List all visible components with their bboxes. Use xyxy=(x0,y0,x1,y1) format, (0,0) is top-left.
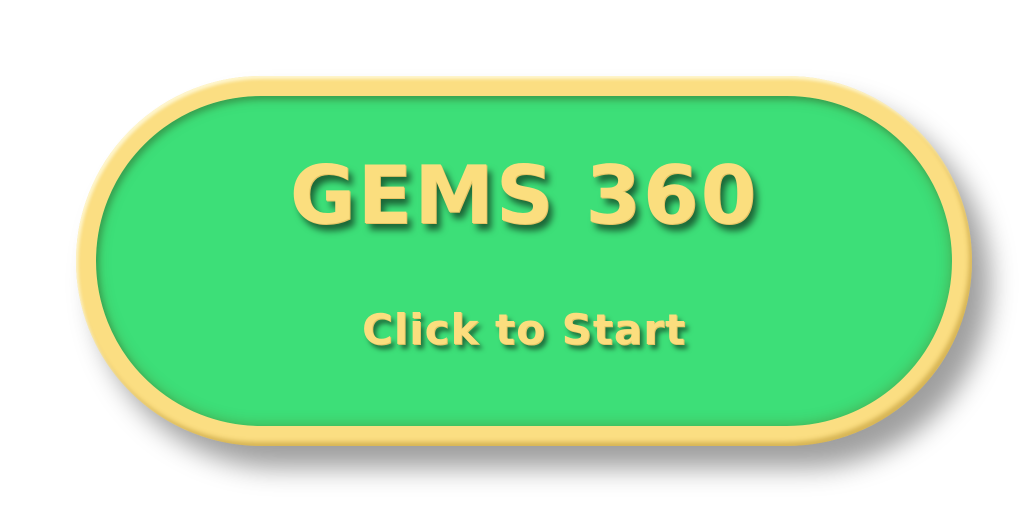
start-button[interactable]: GEMS 360 Click to Start xyxy=(76,76,972,446)
start-label: Click to Start xyxy=(361,305,687,354)
game-title: GEMS 360 xyxy=(289,149,759,242)
